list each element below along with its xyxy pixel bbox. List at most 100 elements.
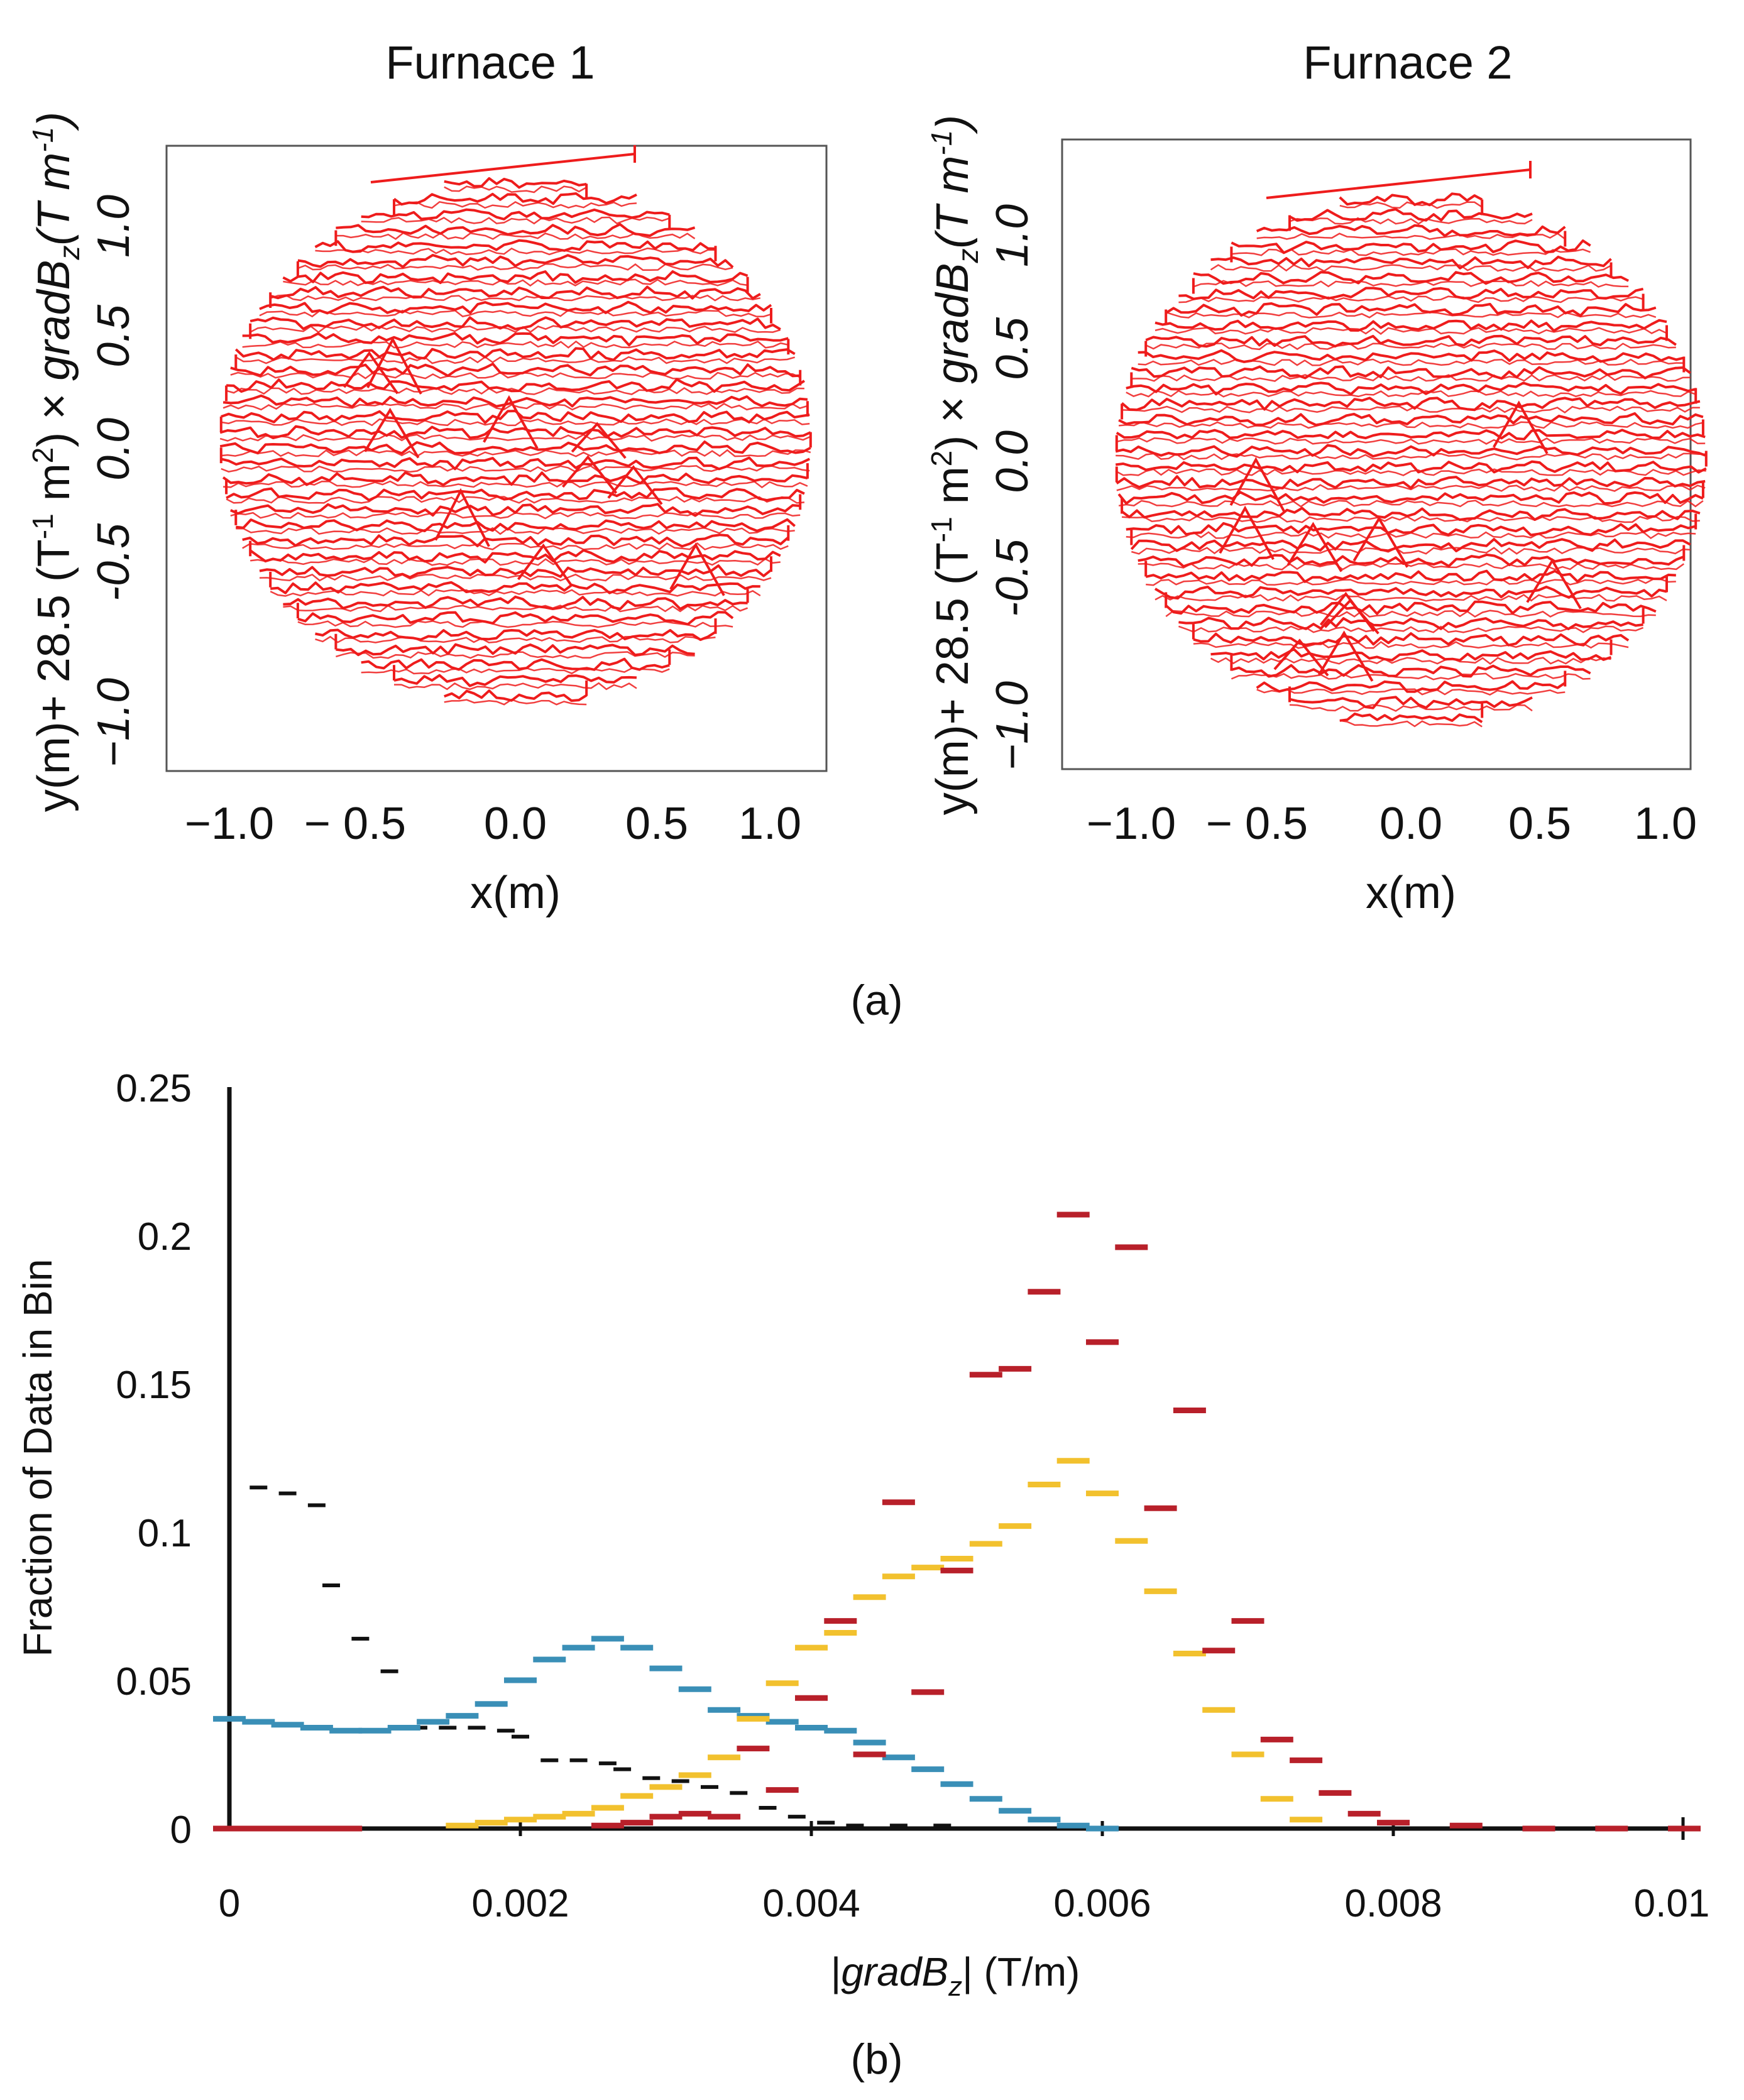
scan-row (444, 689, 588, 703)
scan-excursion (1526, 558, 1582, 610)
furnace2-y-tick: -0.5 (987, 539, 1038, 617)
scan-row (220, 449, 811, 457)
scan-excursion (1493, 400, 1549, 454)
furnace1-y-label: y(m)+ 28.5 (T-1 m2) × gradBz(T m-1) (26, 112, 85, 812)
scan-row (222, 402, 808, 411)
scan-row (259, 564, 772, 588)
scan-row (235, 356, 796, 364)
furnace2-y-tick: 0.0 (987, 430, 1038, 493)
scan-row (1122, 515, 1700, 523)
furnace1-plot: Furnace 1 −1.0 − 0.5 0.0 0.5 1.0 x(m) −1… (26, 36, 828, 918)
scan-row (1289, 704, 1533, 712)
scan-row (1178, 295, 1643, 304)
scan-row (297, 263, 733, 271)
scan-row (361, 667, 670, 675)
scan-row (1118, 500, 1704, 508)
hist-y-tick: 0.2 (138, 1215, 192, 1259)
scan-row (1339, 713, 1483, 723)
scan-row (223, 480, 808, 489)
scan-excursion (343, 351, 399, 395)
scan-row (296, 254, 734, 277)
scan-row (225, 378, 805, 402)
scan-row (283, 604, 749, 613)
scan-row (1210, 255, 1613, 278)
hist-y-tick: 0.25 (116, 1067, 192, 1110)
scan-start-segment (1266, 161, 1532, 199)
scan-row (1145, 342, 1676, 351)
scan-row (270, 294, 761, 302)
scan-row (361, 216, 670, 225)
scan-row (1165, 610, 1656, 618)
scan-row (250, 549, 781, 572)
scan-excursion (363, 407, 420, 459)
scan-row (250, 325, 781, 334)
furnace2-x-tick: 1.0 (1634, 799, 1697, 849)
scan-excursion (1319, 591, 1376, 632)
scan-excursion (561, 455, 618, 495)
scan-row (1154, 594, 1667, 602)
hist-x-tick: 0 (219, 1882, 240, 1925)
scan-row (1126, 531, 1696, 540)
hist-marks (213, 1211, 1701, 1832)
furnace2-x-tick: − 0.5 (1206, 799, 1308, 849)
scan-row (361, 657, 670, 681)
scan-row (1165, 311, 1657, 319)
scan-row (283, 278, 748, 287)
furnace1-y-tick: -0.5 (89, 523, 139, 601)
furnace2-x-tick: 0.5 (1508, 799, 1571, 849)
scan-row (1210, 657, 1611, 665)
hist-y-label: Fraction of Data in Bin (15, 1259, 60, 1656)
scan-row (336, 232, 696, 240)
furnace2-x-label: x(m) (1366, 868, 1456, 918)
scan-row (1339, 719, 1483, 728)
hist-y-tick: 0.05 (116, 1660, 192, 1704)
scan-row (259, 300, 772, 324)
scan-row (1256, 232, 1566, 240)
scan-excursion (1273, 638, 1329, 677)
furnace1-x-tick: − 0.5 (304, 799, 406, 849)
scan-excursion (1229, 457, 1286, 512)
furnace2-y-label: y(m)+ 28.5 (T-1 m2) × gradBz(T m-1) (925, 115, 984, 816)
hist-y-ticks: 0 0.05 0.1 0.15 0.2 0.25 (116, 1067, 192, 1852)
scan-row (259, 309, 772, 318)
scan-row (444, 177, 588, 200)
scan-row (315, 247, 716, 256)
scan-row (1256, 688, 1566, 696)
scan-row (259, 573, 772, 582)
scan-row (1118, 421, 1704, 429)
hist-x-tick: 0.008 (1344, 1882, 1442, 1925)
scan-row (270, 589, 761, 597)
furnace1-x-tick: 0.5 (625, 799, 688, 849)
furnace2-scan-trace (1115, 161, 1708, 728)
scan-row (393, 682, 637, 691)
scan-row (1115, 429, 1706, 451)
scan-row (1115, 460, 1707, 483)
scan-row (1154, 586, 1667, 608)
scan-row (242, 542, 789, 550)
furnace2-x-tick: 0.0 (1379, 799, 1442, 849)
furnace1-x-tick: 0.0 (484, 799, 547, 849)
scan-start-segment (370, 145, 636, 183)
panel-b-label: (b) (850, 2035, 902, 2083)
scan-row (1116, 437, 1706, 445)
scan-row (1210, 264, 1612, 272)
scan-row (1289, 696, 1533, 718)
furnace1-title: Furnace 1 (385, 36, 595, 89)
scan-row (393, 200, 637, 209)
scan-row (1118, 412, 1704, 435)
furnace1-y-tick: 0.5 (89, 304, 139, 368)
hist-x-label: |gradBz| (T/m) (831, 1949, 1080, 2002)
hist-y-tick: 0.1 (138, 1512, 192, 1555)
furnace2-y-tick: 1.0 (987, 204, 1038, 267)
scan-row (226, 387, 804, 395)
furnace1-y-tick: −1.0 (89, 678, 139, 767)
scan-row (242, 340, 789, 349)
hist-x-ticks: 0 0.002 0.004 0.006 0.008 0.01 (219, 1817, 1709, 1925)
scan-row (297, 620, 733, 628)
furnace2-x-tick: −1.0 (1087, 799, 1176, 849)
scan-row (314, 239, 717, 261)
scan-row (1145, 569, 1676, 593)
hist-x-tick: 0.002 (471, 1882, 569, 1925)
scan-row (230, 511, 801, 520)
